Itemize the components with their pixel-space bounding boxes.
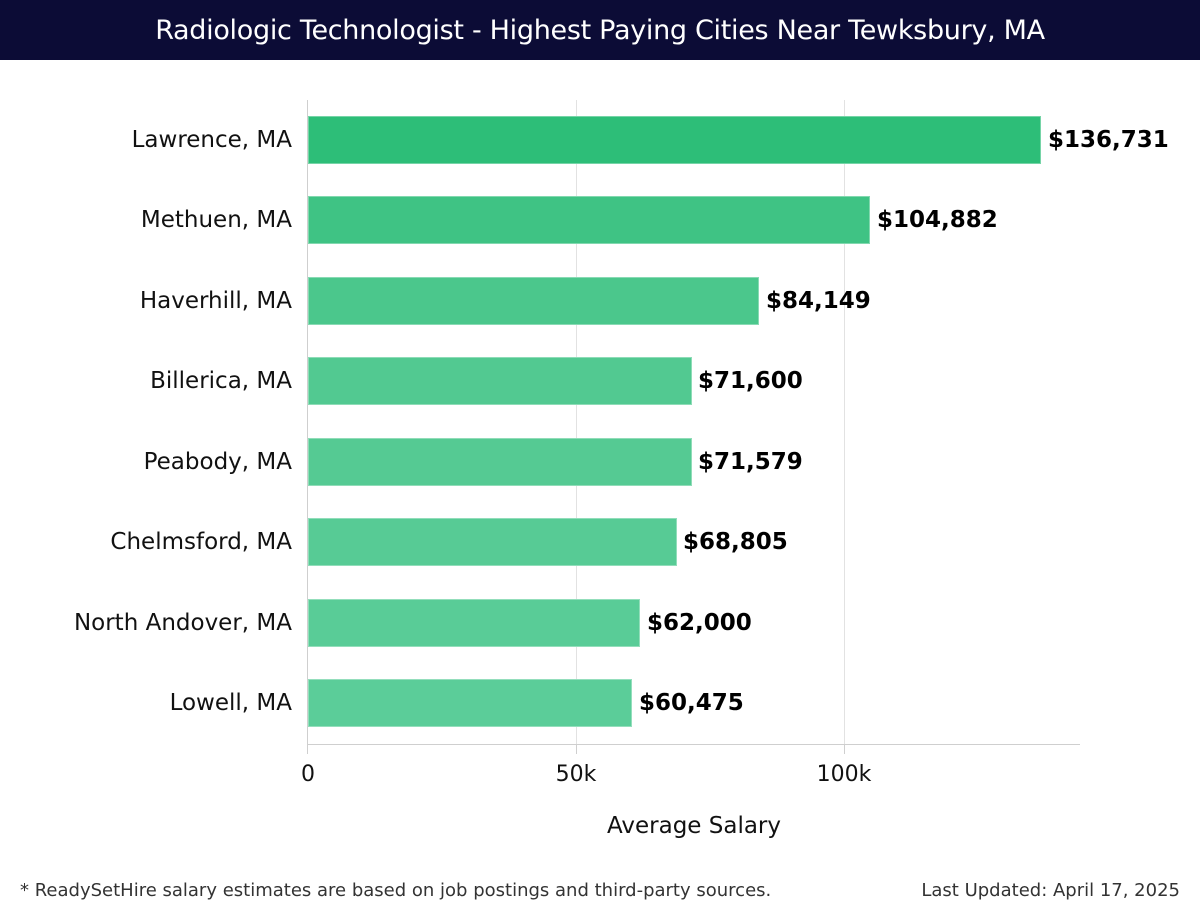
x-tick-0	[307, 744, 308, 754]
category-label: Chelmsford, MA	[110, 529, 292, 555]
category-label: Methuen, MA	[140, 207, 292, 233]
x-axis-line	[307, 744, 1080, 745]
bar-peabody	[308, 438, 692, 486]
value-label: $136,731	[1048, 127, 1169, 153]
value-label: $62,000	[647, 610, 752, 636]
bar-north-andover	[308, 599, 640, 647]
category-label: Haverhill, MA	[139, 288, 292, 314]
x-tick-label: 100k	[816, 762, 872, 787]
y-axis-line	[307, 100, 308, 754]
category-label: Billerica, MA	[150, 368, 292, 394]
gridline-100k	[844, 100, 845, 754]
x-tick-label: 0	[301, 762, 315, 787]
value-label: $104,882	[877, 207, 998, 233]
value-label: $71,600	[698, 368, 803, 394]
bar-haverhill	[308, 277, 759, 325]
value-label: $71,579	[698, 449, 803, 475]
x-tick-50k	[576, 744, 577, 754]
bar-methuen	[308, 196, 870, 244]
value-label: $60,475	[639, 690, 744, 716]
bar-chelmsford	[308, 518, 677, 566]
chart-title: Radiologic Technologist - Highest Paying…	[0, 0, 1200, 60]
bar-lowell	[308, 679, 632, 727]
category-label: Lowell, MA	[169, 690, 292, 716]
last-updated: Last Updated: April 17, 2025	[921, 880, 1180, 901]
value-label: $84,149	[766, 288, 871, 314]
category-label: North Andover, MA	[73, 610, 292, 636]
value-label: $68,805	[683, 529, 788, 555]
category-label: Lawrence, MA	[131, 127, 292, 153]
bar-billerica	[308, 357, 692, 405]
x-tick-label: 50k	[555, 762, 597, 787]
x-tick-100k	[844, 744, 845, 754]
gridline-50k	[576, 100, 577, 754]
footnote: * ReadySetHire salary estimates are base…	[20, 880, 772, 901]
bar-lawrence	[308, 116, 1041, 164]
category-label: Peabody, MA	[143, 449, 292, 475]
x-axis-title: Average Salary	[606, 813, 782, 839]
